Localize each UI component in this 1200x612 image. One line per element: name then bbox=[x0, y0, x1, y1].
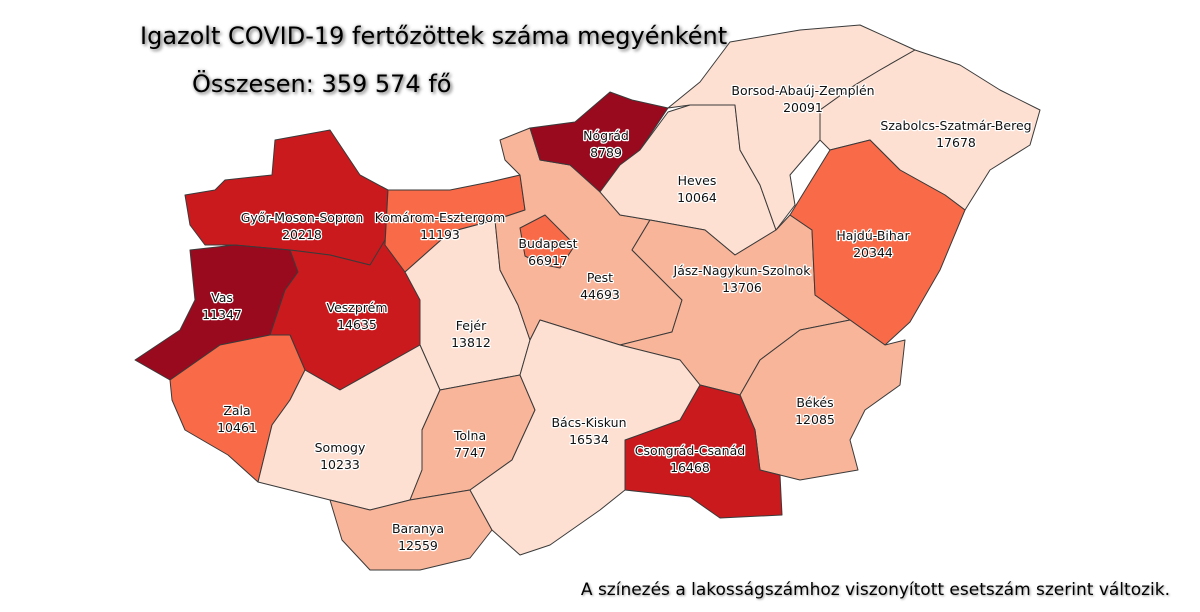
county-value-label: 20344 bbox=[853, 245, 893, 260]
county-name-label: Tolna bbox=[453, 428, 486, 443]
county-value-label: 16534 bbox=[569, 432, 609, 447]
county-name-label: Nógrád bbox=[583, 128, 629, 143]
county-name-label: Veszprém bbox=[326, 300, 387, 315]
county-name-label: Csongrád-Csanád bbox=[635, 443, 745, 458]
county-name-label: Heves bbox=[678, 173, 717, 188]
county-name-label: Fejér bbox=[456, 318, 487, 333]
county-name-label: Szabolcs-Szatmár-Bereg bbox=[880, 118, 1031, 133]
county-name-label: Borsod-Abaúj-Zemplén bbox=[731, 83, 874, 98]
county-value-label: 66917 bbox=[528, 253, 568, 268]
county-name-label: Komárom-Esztergom bbox=[375, 210, 506, 225]
county-name-label: Pest bbox=[587, 270, 613, 285]
county-name-label: Zala bbox=[223, 403, 250, 418]
county-value-label: 12559 bbox=[398, 538, 438, 553]
county-name-label: Jász-Nagykun-Szolnok bbox=[673, 263, 812, 278]
total-cases: Összesen: 359 574 fő bbox=[192, 70, 452, 98]
county-name-label: Somogy bbox=[315, 440, 366, 455]
county-value-label: 10233 bbox=[320, 457, 360, 472]
county-value-label: 8789 bbox=[590, 145, 622, 160]
color-note: A színezés a lakosságszámhoz viszonyítot… bbox=[580, 580, 1170, 600]
county-value-label: 20091 bbox=[783, 100, 823, 115]
county-value-label: 17678 bbox=[936, 135, 976, 150]
county-name-label: Baranya bbox=[392, 521, 444, 536]
county-hajdu bbox=[789, 139, 966, 346]
county-value-label: 12085 bbox=[795, 412, 835, 427]
county-value-label: 20218 bbox=[282, 227, 322, 242]
county-baranya bbox=[329, 489, 493, 571]
county-name-label: Vas bbox=[211, 290, 233, 305]
county-value-label: 44693 bbox=[580, 287, 620, 302]
county-gyor bbox=[184, 129, 389, 266]
county-value-label: 11193 bbox=[420, 227, 460, 242]
county-value-label: 10461 bbox=[217, 420, 257, 435]
county-bacs bbox=[469, 319, 701, 556]
county-value-label: 13812 bbox=[451, 335, 491, 350]
county-value-label: 7747 bbox=[454, 445, 486, 460]
county-name-label: Bács-Kiskun bbox=[551, 415, 626, 430]
county-value-label: 16468 bbox=[670, 460, 710, 475]
map-title: Igazolt COVID-19 fertőzöttek száma megyé… bbox=[140, 22, 728, 50]
county-name-label: Békés bbox=[796, 395, 833, 410]
county-name-label: Budapest bbox=[518, 236, 577, 251]
county-name-label: Hajdú-Bihar bbox=[836, 228, 910, 243]
county-budapest bbox=[519, 214, 576, 269]
county-value-label: 11347 bbox=[202, 307, 242, 322]
county-name-label: Győr-Moson-Sopron bbox=[241, 210, 364, 225]
county-value-label: 10064 bbox=[677, 190, 717, 205]
county-value-label: 14635 bbox=[337, 317, 377, 332]
county-value-label: 13706 bbox=[722, 280, 762, 295]
